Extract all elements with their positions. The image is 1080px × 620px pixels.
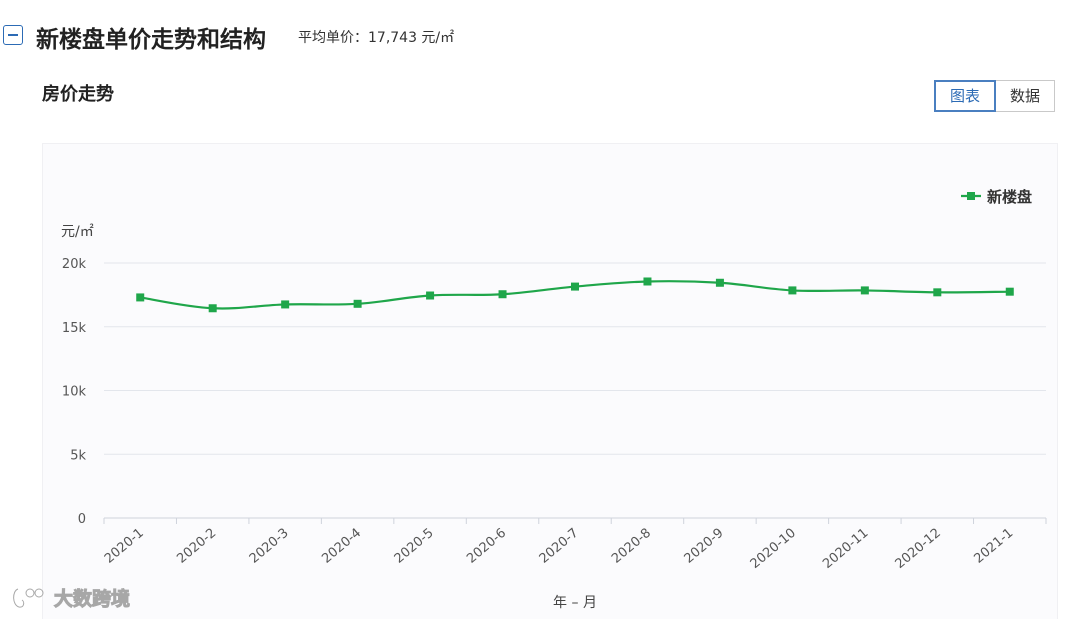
data-point: [788, 286, 797, 295]
average-price-value: 17,743 元/㎡: [368, 30, 455, 46]
data-point: [426, 291, 435, 300]
y-tick-label: 5k: [70, 448, 86, 463]
price-trend-chart: 0 5k 10k 15k 20k 元/㎡ 2020-1 2020-2 2020-3 2020-4 2…: [61, 188, 1047, 611]
data-point: [933, 288, 942, 297]
x-tick-label: 2020-4: [319, 526, 364, 567]
data-point: [208, 304, 217, 313]
data-point: [353, 299, 362, 308]
data-point: [860, 286, 869, 295]
x-tick-label: 2020-2: [174, 526, 219, 567]
x-axis-label: 年 – 月: [553, 595, 597, 611]
x-tick-label: 2020-10: [748, 526, 799, 572]
x-tick-label: 2021-1: [971, 526, 1016, 567]
legend-marker: [967, 192, 975, 200]
data-view-button[interactable]: 数据: [996, 80, 1056, 112]
chart-view-button[interactable]: 图表: [934, 80, 997, 112]
x-tick-label: 2020-1: [102, 526, 147, 567]
x-tick-label: 2020-9: [682, 526, 727, 567]
average-price-label: 平均单价：: [298, 30, 368, 46]
legend-label: 新楼盘: [987, 188, 1032, 206]
y-tick-label: 10k: [62, 385, 87, 400]
average-price: 平均单价：17,743 元/㎡: [298, 27, 454, 47]
x-tick-label: 2020-3: [247, 526, 292, 567]
watermark-logo-icon: [12, 587, 44, 609]
data-point: [498, 290, 507, 299]
data-point: [643, 277, 652, 286]
data-point: [1005, 287, 1014, 296]
data-point: [715, 278, 724, 287]
x-tick-label: 2020-8: [609, 526, 654, 567]
x-tick-label: 2020-6: [464, 526, 509, 567]
data-point: [571, 282, 579, 291]
chart-title: 房价走势: [42, 84, 114, 105]
data-point: [136, 293, 145, 302]
y-tick-label: 0: [78, 512, 86, 527]
x-tick-label: 2020-12: [893, 526, 944, 572]
y-tick-label: 20k: [62, 257, 87, 272]
x-tick-label: 2020-7: [537, 526, 582, 567]
section-title: 新楼盘单价走势和结构: [36, 27, 266, 53]
view-toggle: 图表 数据: [934, 80, 1056, 112]
y-axis-label: 元/㎡: [61, 224, 94, 240]
watermark-text: 大数跨境: [53, 588, 131, 611]
watermark: 大数跨境: [10, 584, 131, 611]
data-point: [281, 300, 290, 309]
collapse-icon[interactable]: [3, 25, 23, 45]
chart-panel: 0 5k 10k 15k 20k 元/㎡ 2020-1 2020-2 2020-3 2020-4 2…: [42, 143, 1058, 619]
y-tick-label: 15k: [62, 321, 87, 336]
x-tick-label: 2020-11: [820, 526, 871, 572]
x-tick-label: 2020-5: [392, 526, 437, 567]
